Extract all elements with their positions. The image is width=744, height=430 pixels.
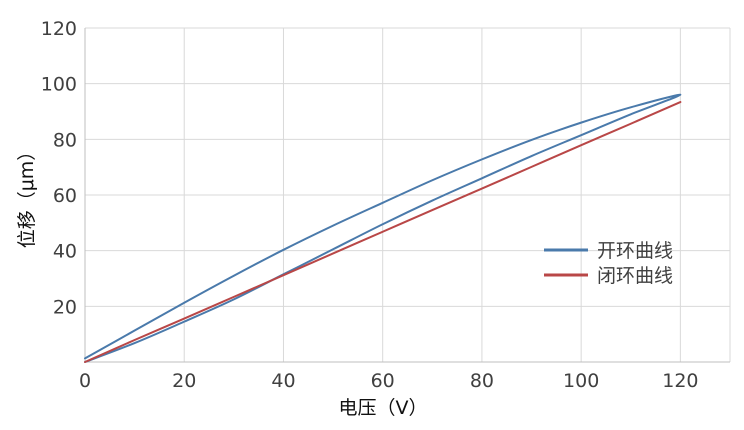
series-lines [84, 93, 682, 363]
x-tick-label: 40 [271, 370, 295, 392]
x-tick-label: 0 [79, 370, 91, 392]
x-tick-label: 120 [662, 370, 698, 392]
y-tick-label: 120 [41, 18, 77, 40]
tick-labels: 0 20 40 60 80 100 120 20 40 60 80 100 120 [41, 18, 699, 392]
y-tick-label: 100 [41, 74, 77, 96]
x-tick-label: 100 [563, 370, 599, 392]
x-tick-label: 60 [371, 370, 395, 392]
y-axis-title: 位移（μm） [16, 142, 38, 249]
axes [84, 28, 730, 363]
y-tick-label: 40 [53, 241, 77, 263]
y-tick-label: 60 [53, 185, 77, 207]
legend-label-open-loop: 开环曲线 [597, 240, 673, 262]
gridlines [85, 27, 731, 362]
x-tick-label: 20 [172, 370, 196, 392]
legend: 开环曲线 闭环曲线 [544, 240, 673, 287]
y-tick-label: 80 [53, 129, 77, 151]
legend-label-closed-loop: 闭环曲线 [597, 265, 673, 287]
x-axis-title: 电压（V） [339, 397, 428, 419]
x-tick-label: 80 [470, 370, 494, 392]
series-line-closed-loop [84, 101, 682, 363]
y-tick-label: 20 [53, 296, 77, 318]
